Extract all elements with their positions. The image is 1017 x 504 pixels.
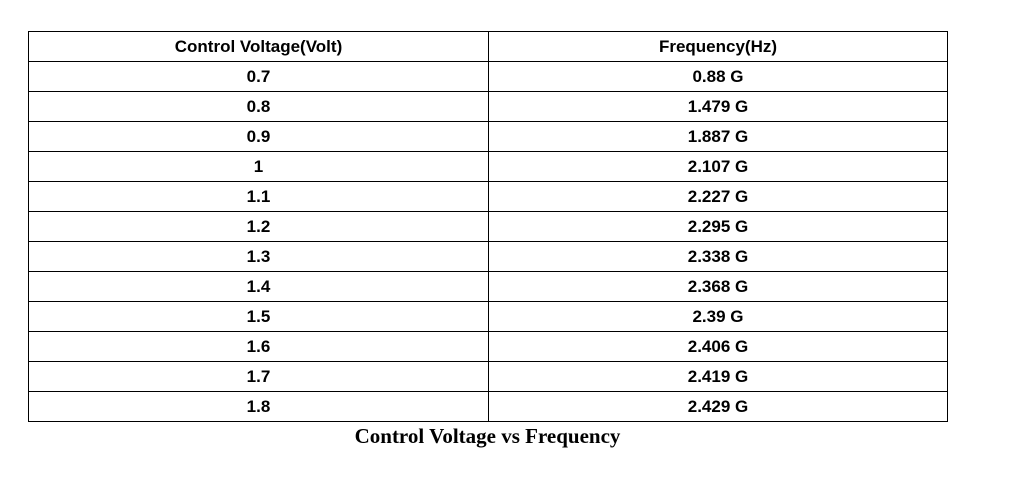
frequency-cell: 2.107 G [488,151,948,182]
voltage-cell: 1.4 [28,271,489,302]
frequency-cell: 2.295 G [488,211,948,242]
table-row: 1.7 2.419 G [28,361,948,392]
table-row: 1.5 2.39 G [28,301,948,332]
table-row: 1 2.107 G [28,151,948,182]
table-row: 1.3 2.338 G [28,241,948,272]
table-header-row: Control Voltage(Volt) Frequency(Hz) [28,31,948,62]
column-header-frequency: Frequency(Hz) [488,31,948,62]
frequency-cell: 1.887 G [488,121,948,152]
voltage-cell: 1.5 [28,301,489,332]
column-header-voltage: Control Voltage(Volt) [28,31,489,62]
voltage-frequency-table: Control Voltage(Volt) Frequency(Hz) 0.7 … [28,31,948,422]
table-row: 1.2 2.295 G [28,211,948,242]
voltage-cell: 1.7 [28,361,489,392]
voltage-cell: 1 [28,151,489,182]
voltage-cell: 0.8 [28,91,489,122]
voltage-cell: 0.9 [28,121,489,152]
voltage-cell: 1.6 [28,331,489,362]
frequency-cell: 0.88 G [488,61,948,92]
table-row: 1.6 2.406 G [28,331,948,362]
frequency-cell: 2.406 G [488,331,948,362]
frequency-cell: 2.429 G [488,391,948,422]
frequency-cell: 2.338 G [488,241,948,272]
frequency-cell: 2.227 G [488,181,948,212]
frequency-cell: 2.368 G [488,271,948,302]
voltage-cell: 1.3 [28,241,489,272]
voltage-cell: 1.8 [28,391,489,422]
frequency-cell: 2.39 G [488,301,948,332]
table-container: Control Voltage(Volt) Frequency(Hz) 0.7 … [28,31,948,422]
table-row: 1.4 2.368 G [28,271,948,302]
voltage-cell: 0.7 [28,61,489,92]
voltage-cell: 1.2 [28,211,489,242]
table-row: 0.9 1.887 G [28,121,948,152]
table-row: 1.1 2.227 G [28,181,948,212]
table-row: 1.8 2.429 G [28,391,948,422]
frequency-cell: 2.419 G [488,361,948,392]
table-row: 0.7 0.88 G [28,61,948,92]
table-caption: Control Voltage vs Frequency [354,424,621,448]
voltage-cell: 1.1 [28,181,489,212]
table-row: 0.8 1.479 G [28,91,948,122]
frequency-cell: 1.479 G [488,91,948,122]
